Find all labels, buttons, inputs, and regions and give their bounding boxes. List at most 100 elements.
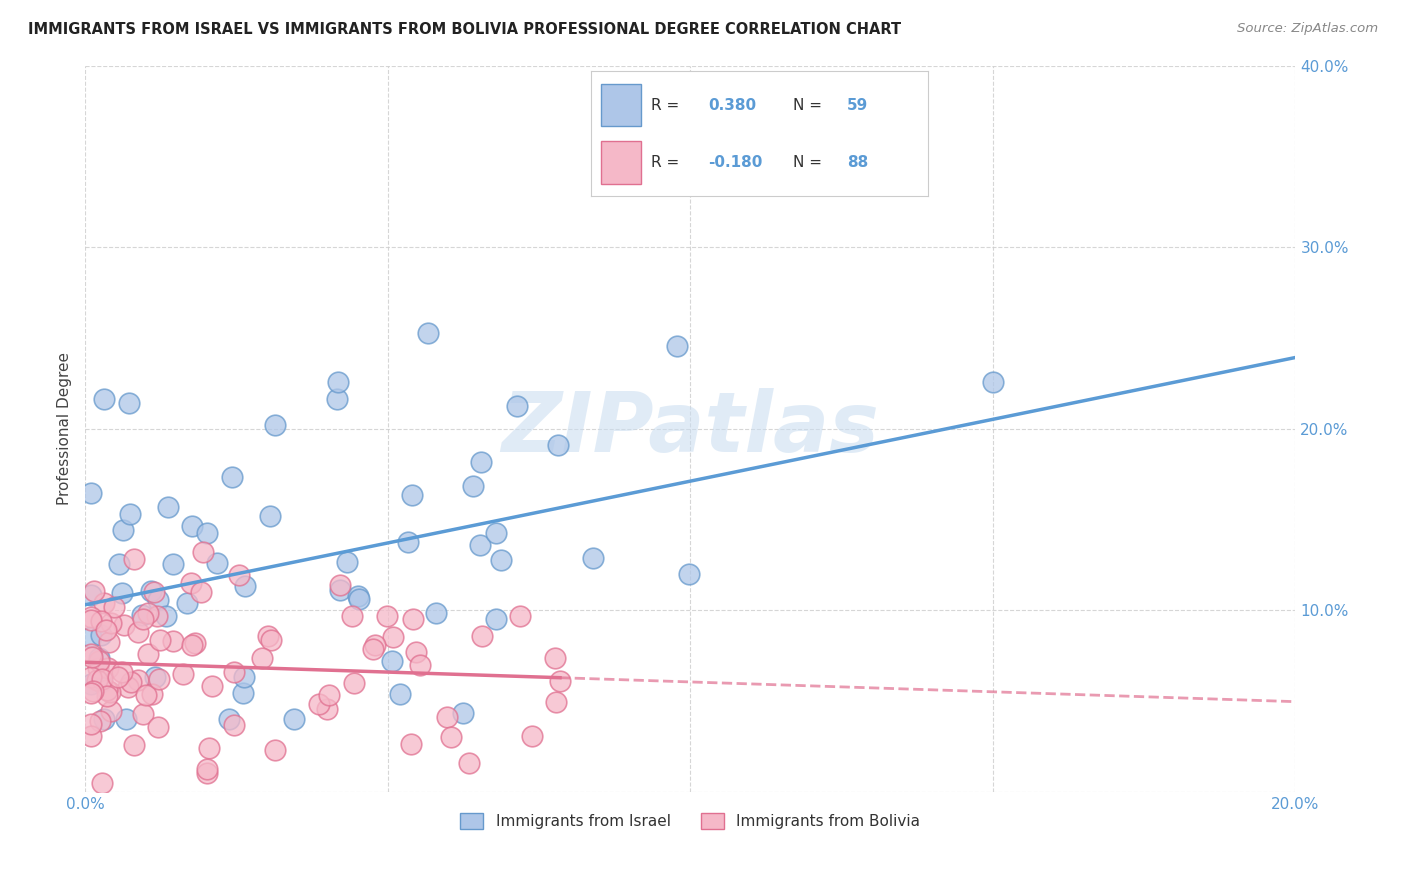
- Point: [283, 712, 305, 726]
- Text: 88: 88: [846, 155, 869, 170]
- Point: [461, 479, 484, 493]
- Point: [148, 672, 170, 686]
- Point: [80, 669, 103, 683]
- Point: [233, 670, 256, 684]
- Point: [96, 683, 118, 698]
- Point: [117, 680, 139, 694]
- Point: [86, 673, 108, 687]
- Point: [107, 557, 129, 571]
- Point: [132, 706, 155, 721]
- Point: [197, 765, 219, 780]
- Point: [146, 609, 169, 624]
- Point: [100, 704, 122, 718]
- Point: [409, 657, 432, 672]
- Point: [329, 583, 352, 598]
- Point: [89, 714, 111, 728]
- Point: [80, 686, 103, 700]
- Point: [256, 629, 278, 643]
- Point: [364, 638, 387, 652]
- Point: [195, 526, 218, 541]
- Point: [201, 679, 224, 693]
- Point: [471, 630, 494, 644]
- Point: [143, 585, 166, 599]
- Point: [80, 630, 103, 644]
- Point: [157, 500, 180, 514]
- Point: [308, 697, 330, 711]
- Point: [80, 486, 103, 500]
- Point: [222, 718, 245, 732]
- Point: [127, 673, 149, 687]
- Point: [221, 470, 243, 484]
- Point: [264, 743, 287, 757]
- Point: [176, 596, 198, 610]
- Point: [547, 438, 569, 452]
- Point: [143, 670, 166, 684]
- Point: [91, 672, 114, 686]
- Point: [520, 729, 543, 743]
- Point: [326, 392, 349, 406]
- Text: Source: ZipAtlas.com: Source: ZipAtlas.com: [1237, 22, 1378, 36]
- Point: [181, 518, 204, 533]
- Point: [141, 687, 163, 701]
- Point: [111, 523, 134, 537]
- Point: [457, 756, 479, 770]
- Point: [981, 376, 1004, 390]
- Point: [80, 647, 103, 661]
- Point: [97, 635, 120, 649]
- Point: [544, 695, 567, 709]
- Point: [343, 675, 366, 690]
- FancyBboxPatch shape: [600, 84, 641, 127]
- Point: [90, 628, 112, 642]
- Point: [146, 592, 169, 607]
- Point: [401, 488, 423, 502]
- Point: [315, 702, 337, 716]
- Point: [259, 509, 281, 524]
- Point: [172, 666, 194, 681]
- Point: [122, 739, 145, 753]
- FancyBboxPatch shape: [600, 141, 641, 184]
- Y-axis label: Professional Degree: Professional Degree: [58, 352, 72, 505]
- Text: -0.180: -0.180: [709, 155, 763, 170]
- Point: [222, 665, 245, 680]
- Text: 59: 59: [846, 97, 869, 112]
- Point: [80, 613, 103, 627]
- Text: 0.380: 0.380: [709, 97, 756, 112]
- Point: [484, 525, 506, 540]
- Point: [111, 586, 134, 600]
- Point: [80, 729, 103, 743]
- Point: [207, 556, 229, 570]
- Point: [90, 615, 112, 629]
- Point: [91, 776, 114, 790]
- Point: [509, 609, 531, 624]
- Point: [93, 712, 115, 726]
- Point: [436, 710, 458, 724]
- Point: [180, 575, 202, 590]
- Point: [93, 392, 115, 406]
- Point: [329, 577, 352, 591]
- Point: [665, 339, 688, 353]
- Point: [336, 555, 359, 569]
- Point: [326, 375, 349, 389]
- Point: [122, 551, 145, 566]
- Point: [100, 615, 122, 630]
- Point: [80, 716, 103, 731]
- Point: [162, 557, 184, 571]
- Point: [148, 632, 170, 647]
- Point: [83, 583, 105, 598]
- Point: [347, 589, 370, 603]
- Point: [136, 647, 159, 661]
- Point: [485, 612, 508, 626]
- Point: [232, 686, 254, 700]
- Point: [506, 399, 529, 413]
- Point: [111, 665, 134, 679]
- Text: IMMIGRANTS FROM ISRAEL VS IMMIGRANTS FROM BOLIVIA PROFESSIONAL DEGREE CORRELATIO: IMMIGRANTS FROM ISRAEL VS IMMIGRANTS FRO…: [28, 22, 901, 37]
- Text: R =: R =: [651, 97, 685, 112]
- Legend: Immigrants from Israel, Immigrants from Bolivia: Immigrants from Israel, Immigrants from …: [454, 807, 927, 835]
- Point: [381, 654, 404, 668]
- Point: [87, 654, 110, 668]
- Point: [678, 566, 700, 581]
- Point: [468, 538, 491, 552]
- Point: [401, 612, 423, 626]
- Text: R =: R =: [651, 155, 685, 170]
- Point: [155, 609, 177, 624]
